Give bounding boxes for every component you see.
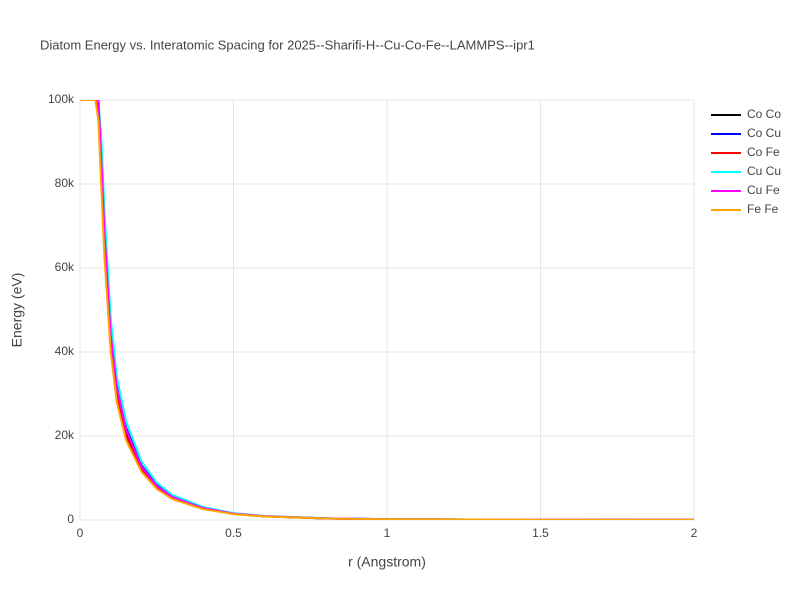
legend-label: Fe Fe xyxy=(747,202,779,216)
chart-title: Diatom Energy vs. Interatomic Spacing fo… xyxy=(40,37,535,52)
x-tick-label: 0.5 xyxy=(225,526,242,540)
legend-label: Co Fe xyxy=(747,145,780,159)
series-line xyxy=(80,100,694,520)
x-tick-label: 1 xyxy=(384,526,391,540)
legend-label: Cu Cu xyxy=(747,164,781,178)
x-tick-label: 2 xyxy=(691,526,698,540)
y-tick-label: 40k xyxy=(55,344,75,358)
x-axis-label: r (Angstrom) xyxy=(348,554,426,570)
legend-label: Co Cu xyxy=(747,126,781,140)
y-tick-label: 100k xyxy=(48,92,75,106)
y-axis-label: Energy (eV) xyxy=(9,273,25,348)
y-tick-label: 20k xyxy=(55,428,75,442)
legend-label: Co Co xyxy=(747,107,781,121)
x-tick-label: 1.5 xyxy=(532,526,549,540)
legend-label: Cu Fe xyxy=(747,183,780,197)
plot-area xyxy=(80,100,694,520)
y-tick-label: 80k xyxy=(55,176,75,190)
y-tick-label: 0 xyxy=(67,512,74,526)
x-tick-label: 0 xyxy=(77,526,84,540)
y-tick-label: 60k xyxy=(55,260,75,274)
